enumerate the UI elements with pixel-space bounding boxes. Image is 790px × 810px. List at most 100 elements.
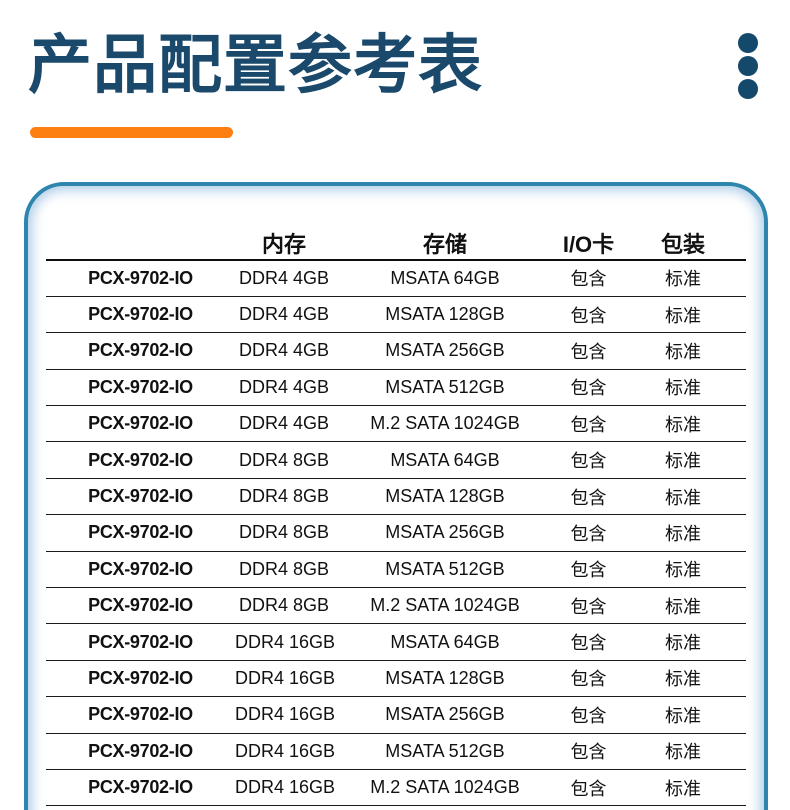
table-row: PCX-9702-IO DDR4 8GB MSATA 512GB 包含 标准 [46,551,746,589]
cell-io-card: 包含 [557,587,620,625]
dot-icon [738,56,758,76]
cell-product-model: PCX-9702-IO [46,696,235,734]
cell-packaging: 标准 [620,296,746,334]
cell-memory: DDR4 4GB [235,296,333,334]
cell-product-model: PCX-9702-IO [46,478,235,516]
config-table: 内存 存储 I/O卡 包装 PCX-9702-IO DDR4 4GB MSATA… [46,226,746,807]
kebab-menu-icon [738,33,758,99]
cell-io-card: 包含 [557,478,620,516]
cell-product-model: PCX-9702-IO [46,369,235,407]
cell-storage: MSATA 256GB [333,332,557,370]
config-table-body: PCX-9702-IO DDR4 4GB MSATA 64GB 包含 标准 PC… [46,260,746,807]
cell-io-card: 包含 [557,369,620,407]
cell-memory: DDR4 8GB [235,441,333,479]
col-header-storage: 存储 [333,226,557,261]
cell-packaging: 标准 [620,441,746,479]
cell-product-model: PCX-9702-IO [46,296,235,334]
cell-product-model: PCX-9702-IO [46,405,235,443]
cell-packaging: 标准 [620,769,746,807]
cell-storage: MSATA 512GB [333,369,557,407]
cell-memory: DDR4 16GB [235,660,335,698]
cell-product-model: PCX-9702-IO [46,260,235,297]
cell-io-card: 包含 [557,260,620,297]
cell-memory: DDR4 16GB [235,696,335,734]
cell-packaging: 标准 [620,623,746,661]
cell-storage: M.2 SATA 1024GB [333,769,557,807]
cell-io-card: 包含 [557,332,620,370]
cell-io-card: 包含 [557,514,620,552]
cell-storage: MSATA 256GB [333,514,557,552]
cell-memory: DDR4 16GB [235,769,335,807]
cell-packaging: 标准 [620,514,746,552]
table-row: PCX-9702-IO DDR4 8GB MSATA 128GB 包含 标准 [46,478,746,516]
cell-io-card: 包含 [557,733,620,770]
cell-packaging: 标准 [620,587,746,625]
cell-storage: MSATA 128GB [333,296,557,334]
table-row: PCX-9702-IO DDR4 4GB MSATA 64GB 包含 标准 [46,260,746,297]
cell-product-model: PCX-9702-IO [46,769,235,807]
cell-product-model: PCX-9702-IO [46,514,235,552]
config-table-head: 内存 存储 I/O卡 包装 [46,226,746,261]
cell-memory: DDR4 4GB [235,332,333,370]
cell-packaging: 标准 [620,478,746,516]
cell-memory: DDR4 16GB [235,733,335,770]
cell-storage: MSATA 64GB [333,441,557,479]
title-accent-bar [30,127,233,138]
cell-storage: MSATA 64GB [333,623,557,661]
config-card: 内存 存储 I/O卡 包装 PCX-9702-IO DDR4 4GB MSATA… [24,182,768,810]
cell-packaging: 标准 [620,660,746,698]
cell-product-model: PCX-9702-IO [46,551,235,589]
dot-icon [738,79,758,99]
table-row: PCX-9702-IO DDR4 4GB MSATA 256GB 包含 标准 [46,332,746,370]
col-header-io-card: I/O卡 [557,226,620,261]
cell-packaging: 标准 [620,551,746,589]
cell-product-model: PCX-9702-IO [46,587,235,625]
cell-storage: MSATA 64GB [333,260,557,297]
cell-packaging: 标准 [620,332,746,370]
col-header-packaging: 包装 [620,226,746,261]
table-row: PCX-9702-IO DDR4 4GB MSATA 128GB 包含 标准 [46,296,746,334]
cell-storage: MSATA 512GB [333,551,557,589]
cell-memory: DDR4 8GB [235,514,333,552]
cell-packaging: 标准 [620,405,746,443]
cell-memory: DDR4 8GB [235,478,333,516]
cell-product-model: PCX-9702-IO [46,441,235,479]
cell-product-model: PCX-9702-IO [46,623,235,661]
cell-io-card: 包含 [557,441,620,479]
cell-storage: MSATA 256GB [333,696,557,734]
cell-storage: M.2 SATA 1024GB [333,587,557,625]
table-row: PCX-9702-IO DDR4 16GB M.2 SATA 1024GB 包含… [46,769,746,807]
cell-storage: MSATA 128GB [333,660,557,698]
cell-product-model: PCX-9702-IO [46,660,235,698]
header-row: 内存 存储 I/O卡 包装 [46,226,746,261]
table-row: PCX-9702-IO DDR4 16GB MSATA 64GB 包含 标准 [46,623,746,661]
page-title: 产品配置参考表 [28,29,483,101]
cell-packaging: 标准 [620,696,746,734]
cell-io-card: 包含 [557,769,620,807]
cell-product-model: PCX-9702-IO [46,733,235,770]
cell-memory: DDR4 8GB [235,551,333,589]
cell-packaging: 标准 [620,733,746,770]
table-row: PCX-9702-IO DDR4 16GB MSATA 512GB 包含 标准 [46,733,746,770]
cell-memory: DDR4 16GB [235,623,335,661]
cell-packaging: 标准 [620,369,746,407]
cell-memory: DDR4 4GB [235,369,333,407]
cell-memory: DDR4 4GB [235,405,333,443]
dot-icon [738,33,758,53]
cell-memory: DDR4 4GB [235,260,333,297]
cell-io-card: 包含 [557,405,620,443]
cell-io-card: 包含 [557,660,620,698]
cell-io-card: 包含 [557,696,620,734]
cell-storage: M.2 SATA 1024GB [333,405,557,443]
cell-storage: MSATA 128GB [333,478,557,516]
cell-io-card: 包含 [557,623,620,661]
table-row: PCX-9702-IO DDR4 8GB MSATA 256GB 包含 标准 [46,514,746,552]
cell-storage: MSATA 512GB [333,733,557,770]
table-row: PCX-9702-IO DDR4 8GB M.2 SATA 1024GB 包含 … [46,587,746,625]
cell-memory: DDR4 8GB [235,587,333,625]
cell-product-model: PCX-9702-IO [46,332,235,370]
table-row: PCX-9702-IO DDR4 16GB MSATA 128GB 包含 标准 [46,660,746,698]
table-row: PCX-9702-IO DDR4 4GB MSATA 512GB 包含 标准 [46,369,746,407]
col-header-memory: 内存 [235,226,333,261]
